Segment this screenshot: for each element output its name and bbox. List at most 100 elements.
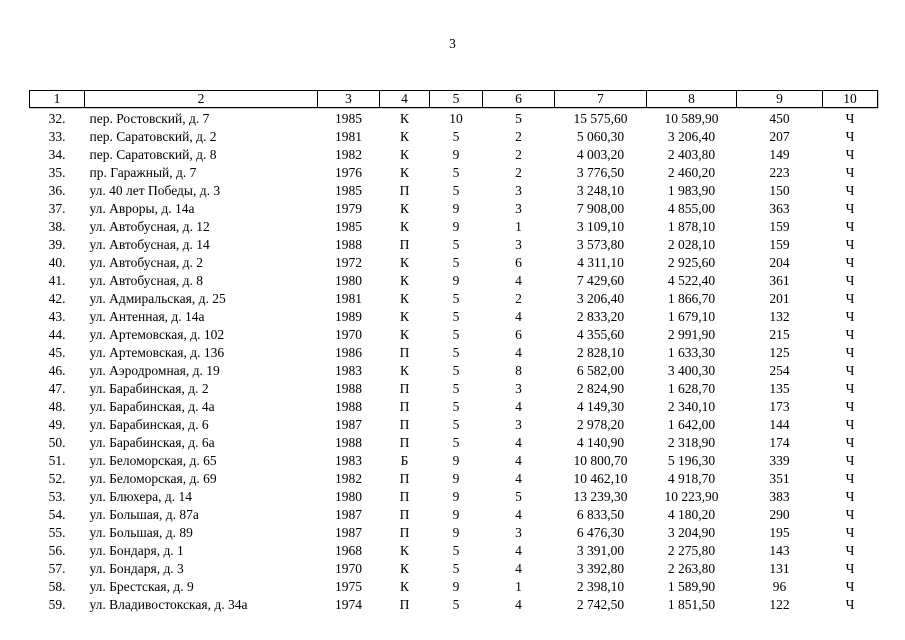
table-cell: 3 206,40 bbox=[667, 129, 716, 144]
table-row: 58. ул. Брестская, д. 9 1975 К 9 1 2 398,10 1 5… bbox=[30, 578, 878, 596]
table-cell: 1985 bbox=[335, 219, 362, 234]
table-row: 33. пер. Саратовский, д. 2 1981 К 5 2 5 060,30… bbox=[30, 128, 878, 146]
table-cell: 55. bbox=[48, 525, 66, 540]
address-cell: ул. Автобусная, д. 12 bbox=[89, 219, 210, 234]
table-cell: 9 bbox=[452, 525, 460, 540]
table-cell: 5 bbox=[452, 327, 460, 342]
table-cell: 53. bbox=[48, 489, 66, 504]
table-cell: 5 bbox=[452, 561, 460, 576]
table-row: 32. пер. Ростовский, д. 7 1985 К 10 5 15 575,6… bbox=[30, 108, 878, 129]
table-cell: 3 248,10 bbox=[576, 183, 625, 198]
address-cell: ул. Антенная, д. 14а bbox=[89, 309, 205, 324]
column-header: 3 bbox=[317, 90, 380, 108]
table-cell: 1 878,10 bbox=[667, 219, 716, 234]
table-cell: К bbox=[399, 309, 409, 324]
address-cell: ул. Барабинская, д. 2 bbox=[89, 381, 209, 396]
table-cell: 9 bbox=[452, 471, 460, 486]
table-cell: 1 589,90 bbox=[667, 579, 716, 594]
table-cell: 2 742,50 bbox=[576, 597, 625, 612]
table-cell: 5 bbox=[515, 489, 522, 504]
table-row: 43. ул. Антенная, д. 14а 1989 К 5 4 2 833,20 1 … bbox=[30, 308, 878, 326]
table-cell: 8 bbox=[515, 363, 522, 378]
address-cell: ул. Автобусная, д. 8 bbox=[89, 273, 204, 288]
table-cell: 4 355,60 bbox=[576, 327, 625, 342]
table-cell: 3 bbox=[515, 525, 522, 540]
table-cell: 42. bbox=[48, 291, 66, 306]
table-row: 55. ул. Большая, д. 89 1987 П 9 3 6 476,30 3 20… bbox=[30, 524, 878, 542]
table-cell: Ч bbox=[845, 273, 855, 288]
table-cell: 1 642,00 bbox=[667, 417, 716, 432]
address-cell: ул. Авроры, д. 14а bbox=[89, 201, 195, 216]
table-cell: Ч bbox=[845, 147, 855, 162]
table-cell: 4 bbox=[515, 507, 522, 522]
table-cell: 5 bbox=[452, 345, 460, 360]
address-cell: ул. Брестская, д. 9 bbox=[89, 579, 194, 594]
table-cell: 1988 bbox=[335, 435, 362, 450]
table-cell: 223 bbox=[769, 165, 790, 180]
table-cell: П bbox=[399, 435, 410, 450]
table-cell: 1982 bbox=[335, 147, 362, 162]
table-cell: 37. bbox=[48, 201, 66, 216]
table-cell: 159 bbox=[769, 219, 790, 234]
table-cell: 1972 bbox=[335, 255, 362, 270]
table-cell: 1970 bbox=[335, 561, 362, 576]
table-row: 46. ул. Аэродромная, д. 19 1983 К 5 8 6 582,00… bbox=[30, 362, 878, 380]
table-cell: 3 573,80 bbox=[576, 237, 625, 252]
table-cell: П bbox=[399, 525, 410, 540]
column-header: 4 bbox=[379, 90, 430, 108]
table-row: 53. ул. Блюхера, д. 14 1980 П 9 5 13 239,30 10 … bbox=[30, 488, 878, 506]
table-cell: 195 bbox=[769, 525, 790, 540]
table-row: 34. пер. Саратовский, д. 8 1982 К 9 2 4 003,20… bbox=[30, 146, 878, 164]
table-cell: 41. bbox=[48, 273, 66, 288]
table-cell: 5 bbox=[452, 165, 460, 180]
table-row: 52. ул. Беломорская, д. 69 1982 П 9 4 10 462,1… bbox=[30, 470, 878, 488]
table-cell: 10 800,70 bbox=[573, 453, 628, 468]
table-row: 54. ул. Большая, д. 87а 1987 П 9 4 6 833,50 4 1… bbox=[30, 506, 878, 524]
table-row: 47. ул. Барабинская, д. 2 1988 П 5 3 2 824,90 1… bbox=[30, 380, 878, 398]
buildings-table: 1 2 3 4 5 6 7 8 9 10 32. пер. Ростовский, д. 7 1985… bbox=[29, 90, 878, 614]
table-cell: 1988 bbox=[335, 399, 362, 414]
table-cell: 52. bbox=[48, 471, 66, 486]
table-cell: Б bbox=[400, 453, 409, 468]
table-cell: Ч bbox=[845, 435, 855, 450]
address-cell: ул. Беломорская, д. 69 bbox=[89, 471, 217, 486]
table-cell: 10 bbox=[449, 111, 463, 126]
table-cell: 1987 bbox=[335, 507, 362, 522]
table-cell: К bbox=[399, 219, 409, 234]
address-cell: пер. Ростовский, д. 7 bbox=[89, 111, 210, 126]
table-header-row: 1 2 3 4 5 6 7 8 9 10 bbox=[29, 90, 878, 108]
table-cell: 3 392,80 bbox=[576, 561, 625, 576]
table-cell: 2 bbox=[515, 291, 522, 306]
address-cell: ул. 40 лет Победы, д. 3 bbox=[89, 183, 221, 198]
table-cell: 44. bbox=[48, 327, 66, 342]
table-cell: 4 bbox=[515, 273, 522, 288]
table-cell: К bbox=[399, 327, 409, 342]
table-row: 57. ул. Бондаря, д. 3 1970 К 5 4 3 392,80 2 263… bbox=[30, 560, 878, 578]
table-cell: 33. bbox=[48, 129, 66, 144]
table-cell: 1988 bbox=[335, 381, 362, 396]
table-cell: К bbox=[399, 273, 409, 288]
table-cell: 10 462,10 bbox=[573, 471, 628, 486]
address-cell: ул. Барабинская, д. 4а bbox=[89, 399, 215, 414]
table-cell: Ч bbox=[845, 129, 855, 144]
table-cell: 9 bbox=[452, 489, 460, 504]
column-header: 7 bbox=[554, 90, 647, 108]
table-row: 48. ул. Барабинская, д. 4а 1988 П 5 4 4 149,30… bbox=[30, 398, 878, 416]
table-cell: 150 bbox=[769, 183, 790, 198]
table-cell: 2 340,10 bbox=[667, 399, 716, 414]
table-cell: 3 bbox=[515, 417, 522, 432]
table-cell: 5 bbox=[452, 543, 460, 558]
table-cell: К bbox=[399, 579, 409, 594]
table-row: 41. ул. Автобусная, д. 8 1980 К 9 4 7 429,60 4 … bbox=[30, 272, 878, 290]
table-cell: 2 833,20 bbox=[576, 309, 625, 324]
table-cell: 132 bbox=[769, 309, 790, 324]
table-cell: 4 855,00 bbox=[667, 201, 716, 216]
table-cell: 59. bbox=[48, 597, 66, 612]
table-cell: 40. bbox=[48, 255, 66, 270]
table-cell: К bbox=[399, 165, 409, 180]
table-cell: 2 bbox=[515, 165, 522, 180]
table-cell: Ч bbox=[845, 453, 855, 468]
table-cell: 10 223,90 bbox=[664, 489, 719, 504]
table-cell: Ч bbox=[845, 327, 855, 342]
table-cell: 34. bbox=[48, 147, 66, 162]
